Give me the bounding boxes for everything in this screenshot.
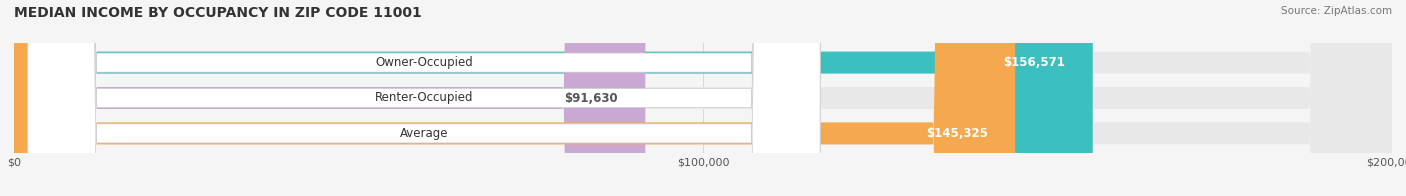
Text: Owner-Occupied: Owner-Occupied [375,56,472,69]
Text: Renter-Occupied: Renter-Occupied [375,92,474,104]
Text: Source: ZipAtlas.com: Source: ZipAtlas.com [1281,6,1392,16]
FancyBboxPatch shape [14,0,1092,196]
FancyBboxPatch shape [14,0,645,196]
Text: $91,630: $91,630 [564,92,617,104]
FancyBboxPatch shape [14,0,1392,196]
FancyBboxPatch shape [28,0,820,196]
Text: MEDIAN INCOME BY OCCUPANCY IN ZIP CODE 11001: MEDIAN INCOME BY OCCUPANCY IN ZIP CODE 1… [14,6,422,20]
Text: $145,325: $145,325 [925,127,987,140]
FancyBboxPatch shape [28,0,820,196]
Text: $156,571: $156,571 [1004,56,1066,69]
FancyBboxPatch shape [14,0,1015,196]
FancyBboxPatch shape [28,0,820,196]
Text: Average: Average [399,127,449,140]
FancyBboxPatch shape [14,0,1392,196]
FancyBboxPatch shape [14,0,1392,196]
